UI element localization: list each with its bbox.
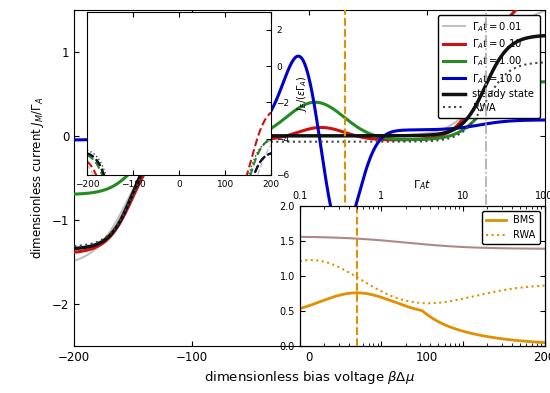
X-axis label: $\Gamma_A t$: $\Gamma_A t$ [413,179,431,193]
Y-axis label: $J_E/(\epsilon\Gamma_A)$: $J_E/(\epsilon\Gamma_A)$ [295,75,309,112]
Legend: BMS, RWA: BMS, RWA [482,211,540,244]
X-axis label: dimensionless bias voltage $\beta \Delta\mu$: dimensionless bias voltage $\beta \Delta… [204,369,415,386]
Y-axis label: dimensionless current $J_M/\Gamma_A$: dimensionless current $J_M/\Gamma_A$ [30,97,46,259]
Legend: $\Gamma_A t = 0.01$, $\Gamma_A t = 0.10$, $\Gamma_A t = 1.00$, $\Gamma_A t = 10.: $\Gamma_A t = 0.01$, $\Gamma_A t = 0.10$… [437,15,540,118]
